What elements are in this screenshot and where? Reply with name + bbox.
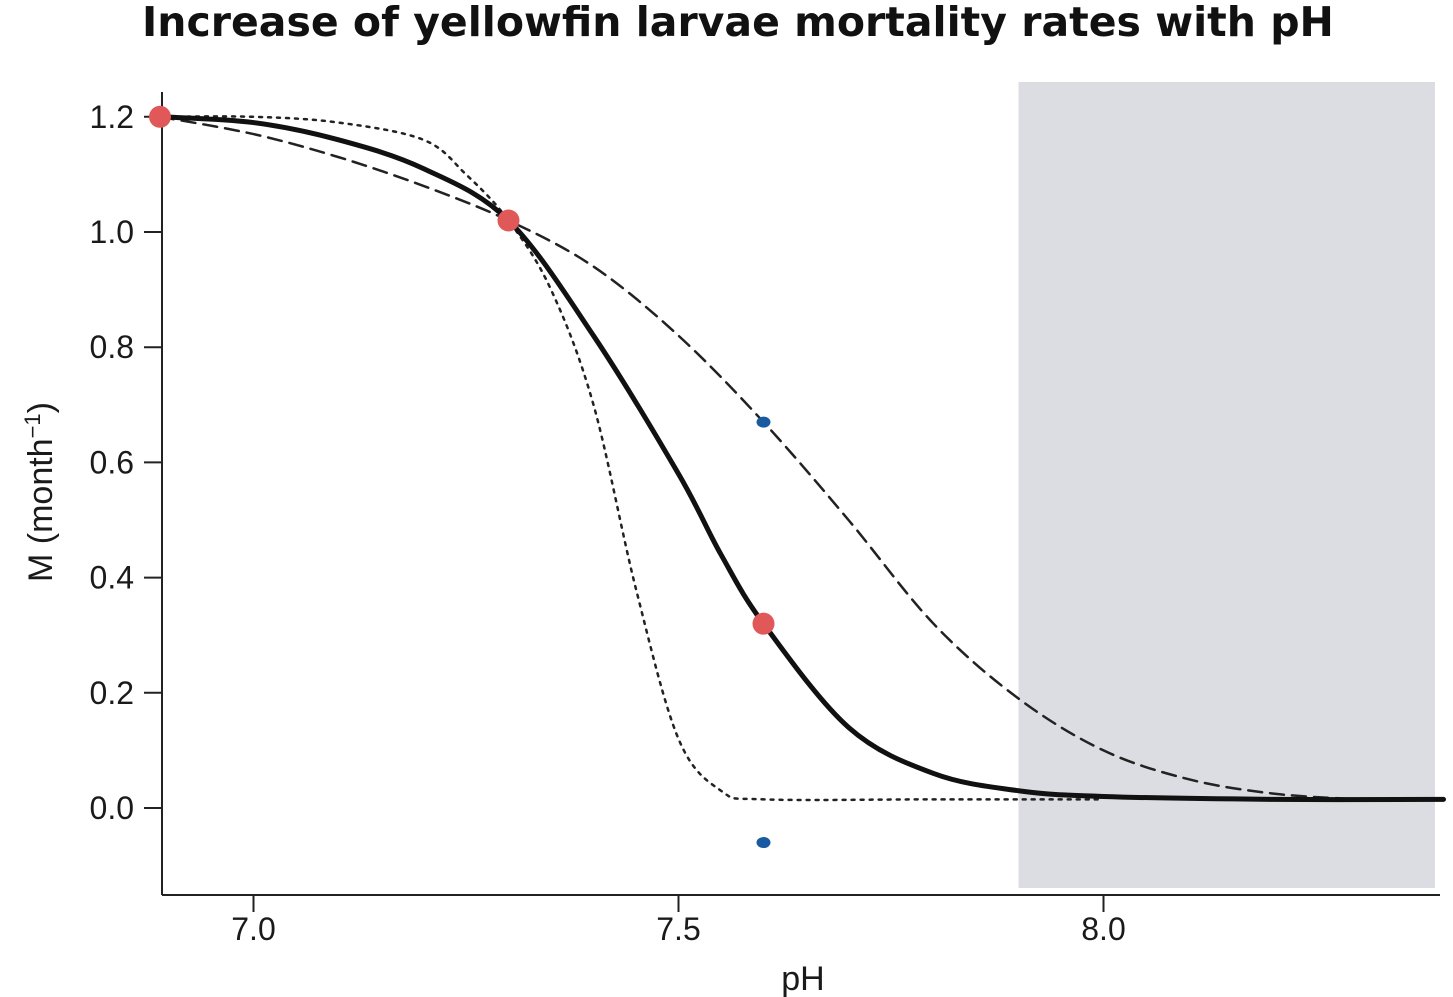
y-axis-title-superscript: −1 — [20, 413, 45, 438]
x-axis-title: pH — [781, 960, 824, 997]
y-tick-label: 0.0 — [90, 790, 134, 826]
y-axis-title-main: M (month — [22, 438, 60, 582]
series-line-dotted — [158, 115, 1105, 802]
y-tick-label: 0.2 — [90, 675, 134, 711]
x-tick-label: 7.5 — [656, 911, 700, 947]
shaded-region-layer — [1018, 82, 1435, 888]
y-tick-label: 0.6 — [90, 444, 134, 480]
series-line-solid — [157, 114, 1446, 803]
ticks: 0.0 0.2 0.4 0.6 0.8 1.0 1.2 7.0 7.5 8.0 — [90, 99, 1126, 947]
y-tick-label: 0.4 — [90, 560, 134, 596]
y-axis-title-close: ) — [22, 402, 60, 413]
y-tick-label: 1.2 — [90, 99, 134, 135]
chart-title: Increase of yellowfin larvae mortality r… — [142, 0, 1334, 46]
x-tick-label: 8.0 — [1081, 911, 1125, 947]
axes — [161, 92, 1440, 896]
shaded-region — [1018, 82, 1435, 888]
data-point — [752, 612, 775, 635]
data-point-small — [756, 837, 771, 849]
data-point — [497, 209, 520, 232]
data-point — [149, 105, 171, 128]
data-points — [149, 105, 775, 849]
y-axis-title: M (month−1) — [20, 402, 60, 582]
data-point-small — [756, 416, 771, 428]
y-tick-label: 1.0 — [90, 214, 134, 250]
y-tick-label: 0.8 — [90, 329, 134, 365]
x-tick-label: 7.0 — [231, 911, 275, 947]
